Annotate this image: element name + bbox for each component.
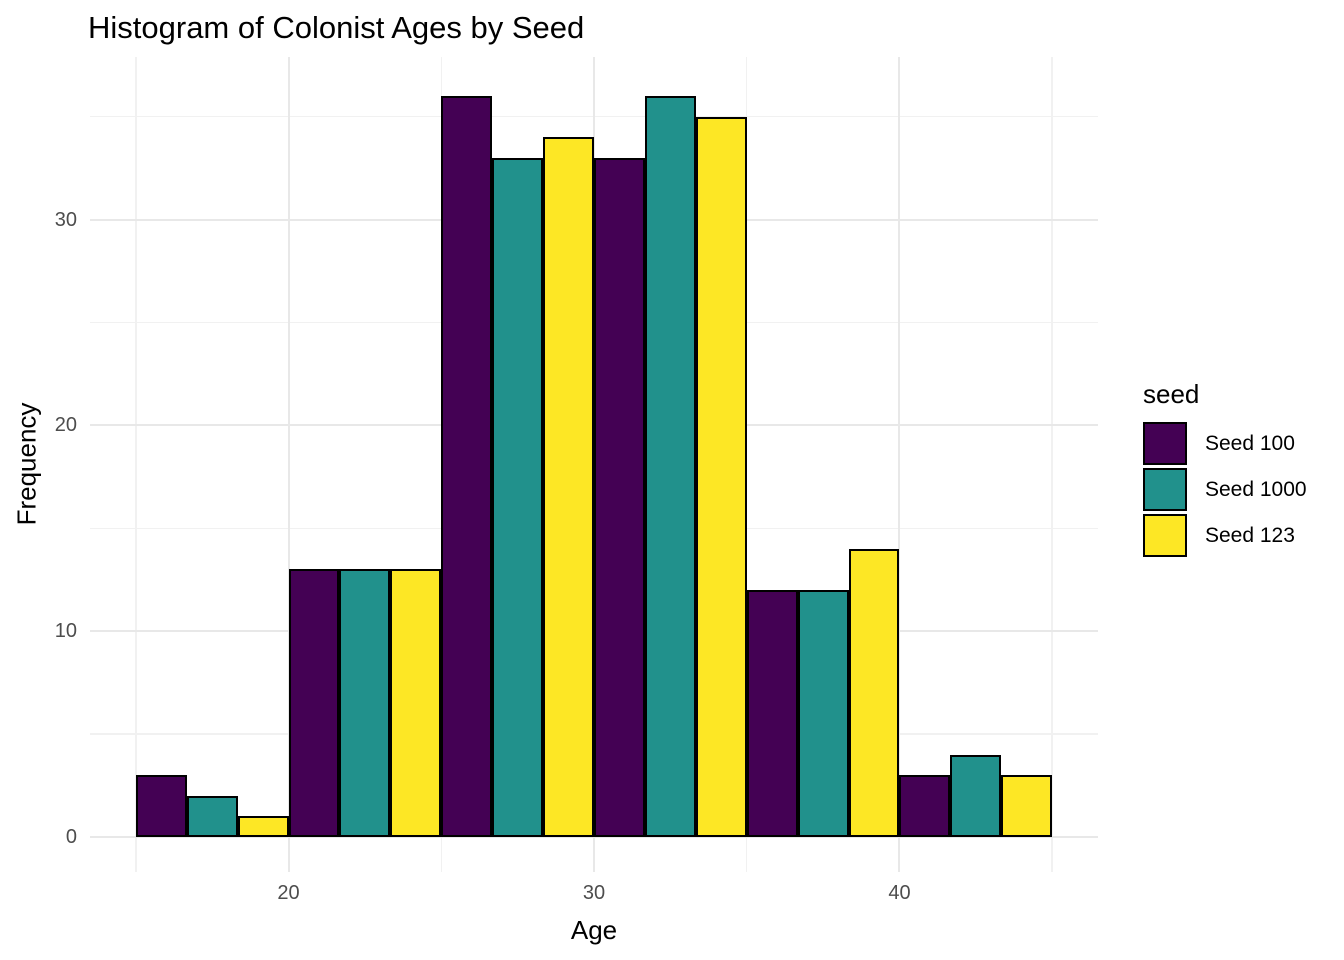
legend-key-swatch-1: [1143, 468, 1187, 511]
x-major-gridline: [898, 57, 901, 872]
histogram-bar-seed-123-bin-3: [695, 116, 747, 837]
legend-item-0: Seed 100: [1143, 422, 1307, 465]
legend-item-label-1: Seed 1000: [1205, 477, 1307, 501]
histogram-bar-seed-1000-bin-2: [492, 157, 544, 837]
x-minor-gridline: [1051, 57, 1053, 872]
histogram-bar-seed-100-bin-0: [135, 775, 187, 837]
x-minor-gridline: [135, 57, 137, 872]
histogram-bar-seed-100-bin-5: [899, 775, 951, 837]
histogram-bar-seed-1000-bin-5: [950, 754, 1002, 837]
histogram-bar-seed-100-bin-2: [441, 96, 493, 837]
histogram-bar-seed-123-bin-4: [848, 548, 900, 837]
y-tick-label: 10: [54, 620, 77, 643]
x-axis-title: Age: [570, 915, 618, 945]
histogram-bar-seed-123-bin-0: [237, 816, 289, 837]
legend-items: Seed 100 Seed 1000 Seed 123: [1143, 422, 1307, 557]
histogram-bar-seed-1000-bin-3: [644, 96, 696, 837]
x-tick-label: 20: [277, 882, 300, 904]
legend-item-label-0: Seed 100: [1205, 431, 1295, 455]
histogram-bar-seed-123-bin-2: [543, 137, 594, 837]
plot-panel: [90, 57, 1098, 872]
x-minor-gridline: [745, 57, 748, 872]
histogram-bar-seed-100-bin-3: [594, 157, 645, 837]
y-tick-label: 20: [54, 414, 77, 437]
histogram-bar-seed-123-bin-5: [1001, 775, 1053, 837]
y-tick-label: 30: [54, 208, 77, 231]
histogram-bar-seed-100-bin-1: [288, 569, 340, 837]
legend: seed Seed 100 Seed 1000 Seed 123: [1143, 380, 1307, 560]
legend-key-swatch-2: [1143, 514, 1187, 557]
histogram-bar-seed-1000-bin-1: [339, 569, 391, 837]
x-major-gridline: [287, 57, 290, 872]
histogram-bar-seed-1000-bin-4: [797, 590, 849, 837]
y-tick-label: 0: [65, 826, 77, 848]
histogram-bar-seed-1000-bin-0: [186, 795, 238, 837]
histogram-bar-seed-123-bin-1: [390, 569, 442, 837]
chart-title: Histogram of Colonist Ages by Seed: [88, 10, 585, 45]
legend-title: seed: [1143, 379, 1200, 409]
x-tick-label: 40: [888, 882, 911, 904]
legend-item-1: Seed 1000: [1143, 468, 1307, 511]
legend-item-2: Seed 123: [1143, 514, 1307, 557]
histogram-bar-seed-100-bin-4: [746, 590, 798, 837]
legend-key-swatch-0: [1143, 422, 1187, 465]
x-tick-label: 30: [582, 882, 606, 904]
legend-item-label-2: Seed 123: [1205, 523, 1295, 547]
